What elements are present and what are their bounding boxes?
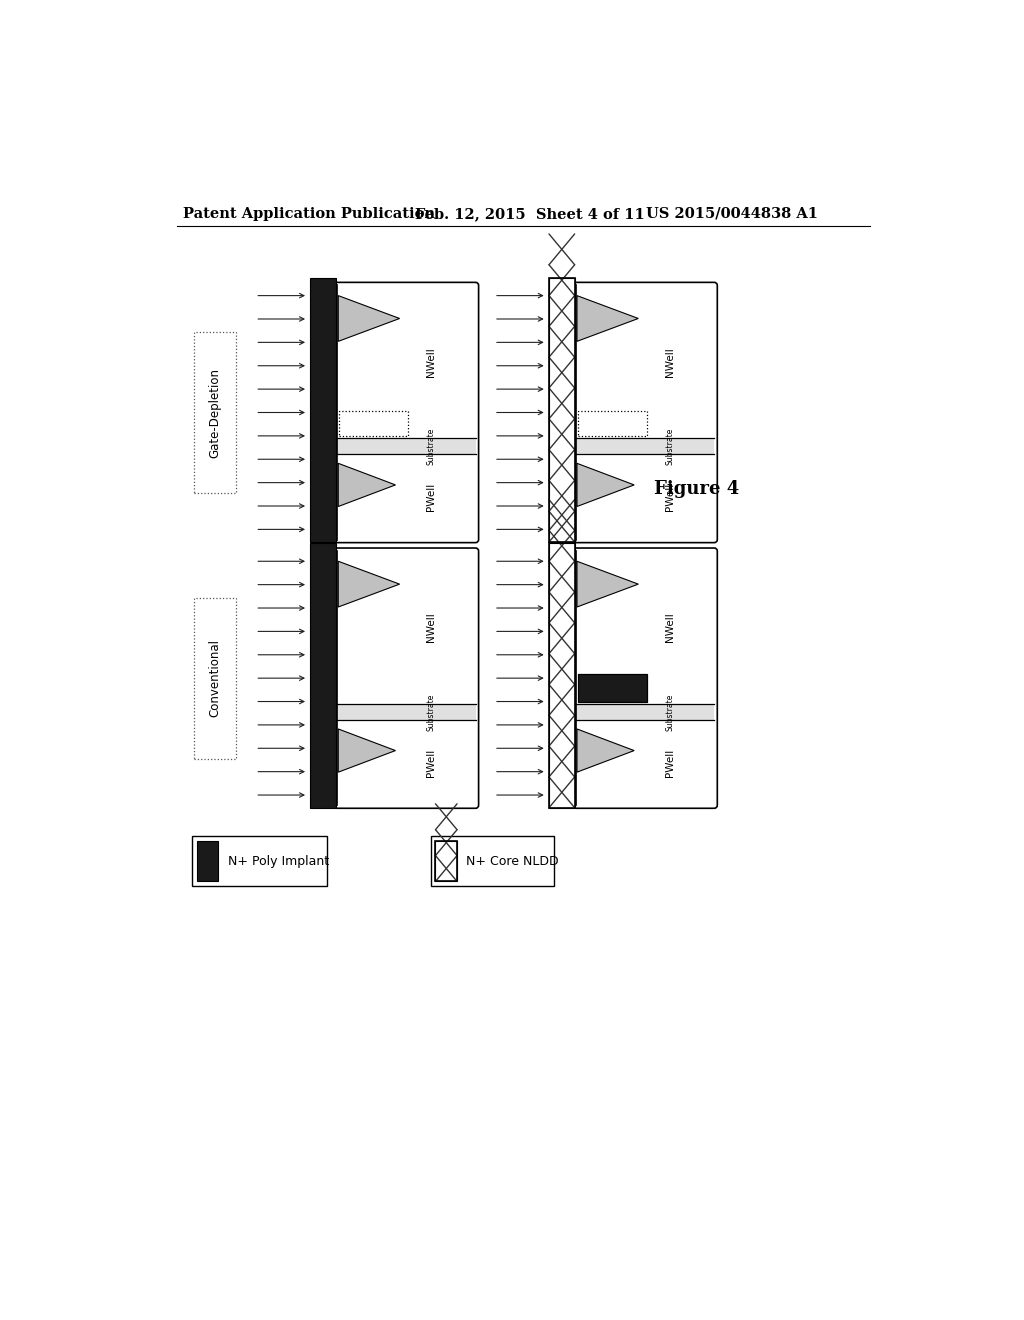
- Bar: [549, 277, 574, 543]
- FancyBboxPatch shape: [573, 282, 717, 543]
- Text: NWell: NWell: [665, 612, 675, 643]
- Polygon shape: [577, 561, 638, 607]
- FancyBboxPatch shape: [335, 548, 478, 808]
- Polygon shape: [338, 296, 399, 342]
- Bar: [193, 836, 327, 886]
- Bar: [435, 841, 457, 882]
- Polygon shape: [577, 463, 634, 507]
- Text: Figure 4: Figure 4: [654, 480, 739, 499]
- Bar: [195, 598, 237, 759]
- Bar: [435, 841, 457, 882]
- Bar: [310, 544, 336, 808]
- Polygon shape: [577, 296, 638, 342]
- FancyBboxPatch shape: [335, 282, 478, 543]
- Text: Substrate: Substrate: [666, 693, 675, 730]
- Bar: [339, 411, 408, 437]
- Bar: [549, 544, 574, 808]
- Text: Patent Application Publication: Patent Application Publication: [183, 207, 435, 220]
- Bar: [310, 277, 336, 543]
- Text: Substrate: Substrate: [427, 428, 436, 465]
- Bar: [338, 438, 475, 454]
- Polygon shape: [338, 463, 395, 507]
- Text: PWell: PWell: [665, 483, 675, 511]
- Bar: [577, 704, 714, 721]
- Text: NWell: NWell: [426, 347, 436, 376]
- Text: PWell: PWell: [665, 748, 675, 776]
- Text: Gate-Depletion: Gate-Depletion: [209, 367, 222, 458]
- Bar: [195, 333, 237, 492]
- Polygon shape: [577, 729, 634, 772]
- Bar: [197, 841, 218, 882]
- Text: NWell: NWell: [426, 612, 436, 643]
- Bar: [338, 552, 358, 805]
- Bar: [577, 285, 597, 540]
- Bar: [578, 675, 647, 702]
- Text: NWell: NWell: [665, 347, 675, 376]
- Bar: [578, 411, 647, 437]
- Bar: [549, 277, 574, 543]
- Text: US 2015/0044838 A1: US 2015/0044838 A1: [646, 207, 818, 220]
- Bar: [338, 285, 358, 540]
- Text: Substrate: Substrate: [427, 693, 436, 730]
- Text: PWell: PWell: [426, 483, 436, 511]
- Text: N+ Poly Implant: N+ Poly Implant: [227, 854, 329, 867]
- Bar: [577, 438, 714, 454]
- Polygon shape: [338, 729, 395, 772]
- Text: PWell: PWell: [426, 748, 436, 776]
- Polygon shape: [338, 561, 399, 607]
- Bar: [577, 552, 597, 805]
- Bar: [338, 704, 475, 721]
- Text: Substrate: Substrate: [666, 428, 675, 465]
- Text: Feb. 12, 2015  Sheet 4 of 11: Feb. 12, 2015 Sheet 4 of 11: [416, 207, 645, 220]
- FancyBboxPatch shape: [573, 548, 717, 808]
- Text: N+ Core NLDD: N+ Core NLDD: [466, 854, 559, 867]
- Text: Conventional: Conventional: [209, 639, 222, 717]
- Bar: [431, 836, 554, 886]
- Bar: [549, 544, 574, 808]
